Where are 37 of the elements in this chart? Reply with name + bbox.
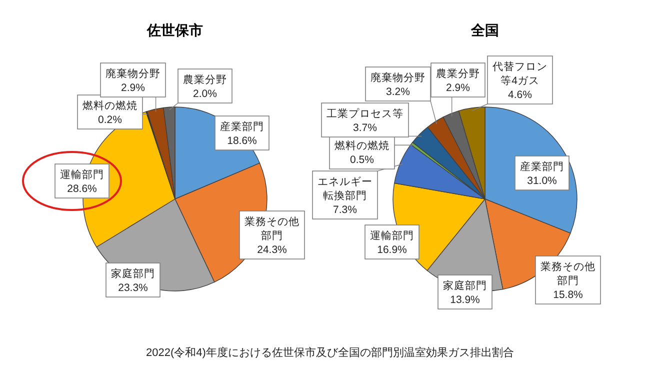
slice-label: 燃料の燃焼 <box>334 139 390 152</box>
slice-label: 家庭部門 <box>443 279 487 292</box>
slice-label: 運輸部門 <box>60 168 104 181</box>
data-label: 3.7% <box>353 122 377 134</box>
data-label: 16.9% <box>377 244 407 256</box>
slice-label: 業務その他部門 <box>540 261 596 287</box>
slice-label: 廃棄物分野 <box>106 67 160 80</box>
data-label: 2.9% <box>446 82 470 94</box>
slice-label: 業務その他部門 <box>244 216 300 242</box>
data-label: 15.8% <box>553 289 583 301</box>
data-label: 0.5% <box>350 154 374 166</box>
data-label: 28.6% <box>67 183 97 195</box>
slice-label: 廃棄物分野 <box>370 71 426 84</box>
slice-label: 代替フロン等4ガス <box>492 60 548 87</box>
data-label: 2.0% <box>193 88 217 100</box>
slice-label: 農業分野 <box>436 67 480 80</box>
text: 2022(令和4)年度における佐世保市及び全国の部門別温室効果ガス排出割合 <box>146 346 514 359</box>
data-label: 7.3% <box>333 204 357 216</box>
data-label: 24.3% <box>257 244 287 256</box>
slice-label: 工業プロセス等 <box>326 107 404 120</box>
slice-label: 燃料の燃焼 <box>82 99 138 112</box>
slice-label: 産業部門 <box>520 160 564 173</box>
slice-label: エネルギー転換部門 <box>318 176 372 202</box>
slice-label: 家庭部門 <box>111 267 155 280</box>
chart-title: 佐世保市 <box>146 22 203 38</box>
data-label: 0.2% <box>98 114 122 126</box>
data-label: 18.6% <box>227 135 257 147</box>
data-label: 2.9% <box>121 82 145 94</box>
data-label: 13.9% <box>450 294 480 306</box>
slice-label: 産業部門 <box>220 120 264 133</box>
data-label: 4.6% <box>508 89 532 101</box>
chart-title: 全国 <box>470 22 499 38</box>
data-label: 23.3% <box>118 282 148 294</box>
data-label: 3.2% <box>386 86 410 98</box>
data-label: 31.0% <box>527 175 557 187</box>
slice-label: 農業分野 <box>183 73 227 86</box>
slice-label: 運輸部門 <box>370 229 414 242</box>
